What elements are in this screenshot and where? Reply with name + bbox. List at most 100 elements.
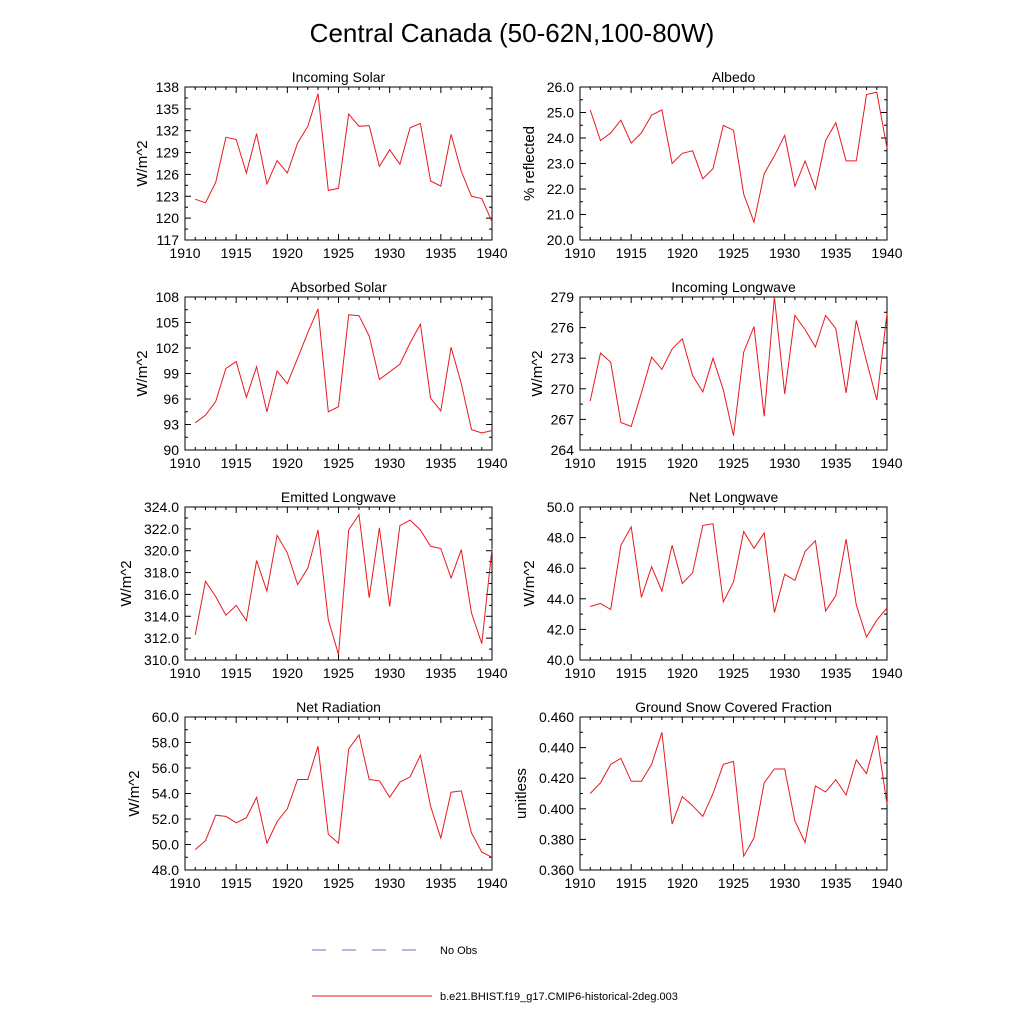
y-axis-label: W/m^2 [521,560,538,606]
panel-title: Emitted Longwave [281,489,396,505]
panel-title: Ground Snow Covered Fraction [635,699,832,715]
x-tick-label: 1910 [564,455,595,471]
x-tick-label: 1920 [667,245,698,261]
series-line-1 [194,308,493,434]
x-tick-label: 1940 [476,245,507,261]
plot-frame [579,296,888,451]
x-tick-label: 1930 [374,665,405,681]
x-tick-label: 1920 [272,245,303,261]
y-axis-label: W/m^2 [126,770,143,816]
x-tick-label: 1930 [374,875,405,891]
x-tick-label: 1940 [476,875,507,891]
x-tick-label: 1910 [564,245,595,261]
x-tick-label: 1915 [616,875,647,891]
y-tick-label: 108 [156,289,180,305]
x-tick-label: 1915 [616,665,647,681]
x-tick-label: 1935 [425,455,456,471]
x-tick-label: 1940 [476,665,507,681]
y-tick-label: 273 [551,350,575,366]
x-tick-label: 1925 [718,455,749,471]
panel-title: Net Radiation [296,699,381,715]
y-axis-label: unitless [513,768,530,819]
plot-frame [579,716,888,871]
y-tick-label: 312.0 [144,630,179,646]
x-tick-label: 1925 [718,875,749,891]
y-tick-label: 50.0 [152,837,179,853]
y-tick-label: 105 [156,315,180,331]
x-tick-label: 1935 [820,665,851,681]
panel-2: Albedo 1910 1915 1920 1925 1930 1935 1940 20.0 21… [521,69,903,261]
x-tick-label: 1925 [323,665,354,681]
y-tick-label: 264 [551,442,575,458]
series-line-1 [590,523,888,639]
x-tick-label: 1935 [820,245,851,261]
x-tick-label: 1940 [871,665,902,681]
x-tick-label: 1920 [272,875,303,891]
y-tick-label: 42.0 [547,621,574,637]
y-tick-label: 48.0 [152,862,179,878]
x-tick-label: 1910 [169,455,200,471]
y-tick-label: 60.0 [152,709,179,725]
y-tick-label: 0.400 [539,801,574,817]
y-tick-label: 279 [551,289,575,305]
panel-7: Net Radiation 1910 1915 1920 1925 1930 1935 194… [126,699,508,891]
plot-frame [184,296,493,451]
y-tick-label: 56.0 [152,760,179,776]
x-tick-label: 1935 [820,875,851,891]
x-tick-label: 1915 [221,245,252,261]
x-tick-label: 1930 [769,245,800,261]
y-tick-label: 270 [551,381,575,397]
x-tick-label: 1925 [323,245,354,261]
y-tick-label: 93 [163,417,179,433]
y-tick-label: 24.0 [547,130,574,146]
y-tick-label: 267 [551,411,575,427]
series-line-1 [194,733,493,858]
panel-title: Albedo [712,69,756,85]
panel-8: Ground Snow Covered Fraction 1910 1915 1920… [513,699,903,891]
y-tick-label: 310.0 [144,652,179,668]
y-tick-label: 0.460 [539,709,574,725]
y-axis-label: W/m^2 [529,350,546,396]
y-tick-label: 138 [156,79,180,95]
x-tick-label: 1920 [667,455,698,471]
x-tick-label: 1920 [667,875,698,891]
y-tick-label: 126 [156,166,180,182]
y-tick-label: 314.0 [144,608,179,624]
series-line-1 [589,91,888,225]
x-tick-label: 1940 [871,455,902,471]
x-tick-label: 1940 [476,455,507,471]
x-tick-label: 1915 [221,455,252,471]
y-tick-label: 324.0 [144,499,179,515]
y-axis-label: % reflected [521,126,538,201]
y-axis-label: W/m^2 [134,350,151,396]
figure-title: Central Canada (50-62N,100-80W) [310,18,715,48]
legend-model-label: b.e21.BHIST.f19_g17.CMIP6-historical-2de… [440,991,678,1003]
x-tick-label: 1940 [871,245,902,261]
y-axis-label: W/m^2 [118,560,135,606]
plot-frame [579,506,888,661]
plot-frame [184,86,493,241]
y-tick-label: 132 [156,123,180,139]
x-tick-label: 1915 [616,245,647,261]
y-tick-label: 0.380 [539,831,574,847]
plot-frame [184,716,493,871]
panel-title: Incoming Longwave [671,279,796,295]
panel-5: Emitted Longwave 1910 1915 1920 1925 1930 1935… [118,489,508,681]
y-tick-label: 44.0 [547,591,574,607]
x-tick-label: 1925 [323,455,354,471]
x-tick-label: 1940 [871,875,902,891]
y-tick-label: 320.0 [144,543,179,559]
y-axis-label: W/m^2 [134,140,151,186]
y-tick-label: 117 [157,232,180,248]
y-tick-label: 123 [156,188,180,204]
x-tick-label: 1910 [564,665,595,681]
x-tick-label: 1915 [221,875,252,891]
x-tick-label: 1935 [820,455,851,471]
y-tick-label: 120 [156,210,180,226]
x-tick-label: 1935 [425,875,456,891]
y-tick-label: 0.420 [539,770,574,786]
series-line-1 [195,93,493,223]
x-tick-label: 1920 [272,665,303,681]
x-tick-label: 1935 [425,245,456,261]
x-tick-label: 1920 [272,455,303,471]
